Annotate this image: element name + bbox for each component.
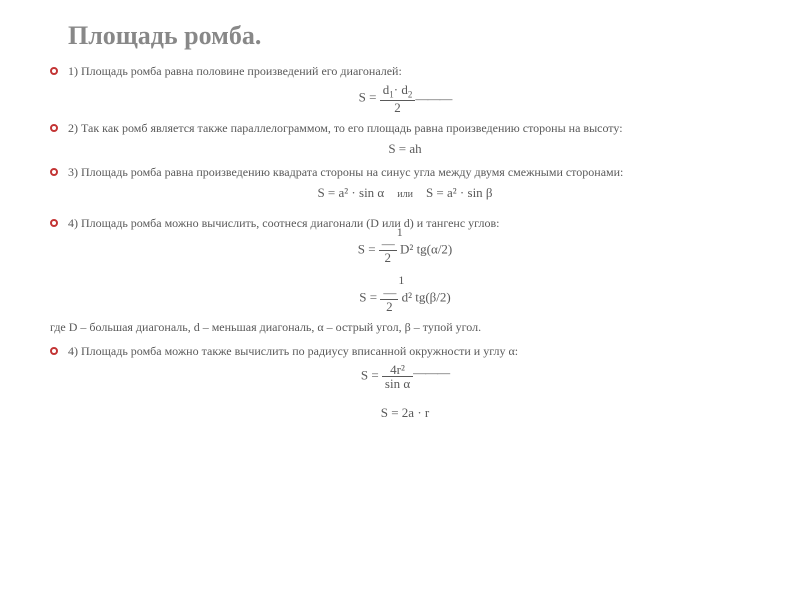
item-text: 2) Так как ромб является также параллело… bbox=[68, 121, 623, 135]
bullet-icon bbox=[50, 124, 58, 132]
list-item-1: 1) Площадь ромба равна половине произвед… bbox=[50, 63, 760, 79]
f1-frac: d1· d2 2 bbox=[380, 83, 416, 114]
f4b-dash: — bbox=[383, 286, 395, 299]
f3-or: или bbox=[397, 189, 413, 200]
f1-dash: ——— bbox=[415, 90, 451, 108]
f5-den: sin α bbox=[382, 377, 413, 390]
formula-2: S = ah bbox=[50, 140, 760, 158]
f1-sub2: 2 bbox=[408, 90, 413, 100]
item-text: 4) Площадь ромба можно вычислить, соотне… bbox=[68, 216, 499, 230]
f4b-den: 2 bbox=[380, 300, 398, 313]
list-item-5: 4) Площадь ромба можно также вычислить п… bbox=[50, 343, 760, 359]
f4b-num: 1 bbox=[398, 272, 404, 288]
f5-frac: 4r² sin α bbox=[382, 363, 413, 390]
f4a-rest: D² tg(α/2) bbox=[400, 241, 452, 256]
formula-3: S = a² · sin α или S = a² · sin β bbox=[50, 184, 760, 202]
f4b-rest: d² tg(β/2) bbox=[402, 289, 451, 304]
f5-num: 4r² bbox=[382, 363, 413, 377]
f4b-pre: S = bbox=[359, 289, 380, 304]
note-text: где D – большая диагональ, d – меньшая д… bbox=[50, 319, 760, 335]
formula-1: S = d1· d2 2 ——— bbox=[50, 83, 760, 114]
f1-dot: · d bbox=[394, 82, 408, 97]
page-title: Площадь ромба. bbox=[68, 18, 760, 53]
bullet-icon bbox=[50, 347, 58, 355]
formula-4a: S = 1 — 2 D² tg(α/2) bbox=[50, 236, 760, 265]
bullet-icon bbox=[50, 168, 58, 176]
list-item-4: 4) Площадь ромба можно вычислить, соотне… bbox=[50, 215, 760, 231]
f1-den: 2 bbox=[380, 101, 416, 114]
formula-6: S = 2a · r bbox=[50, 404, 760, 422]
f3a: S = a² · sin α bbox=[317, 185, 384, 200]
f4a-pre: S = bbox=[358, 241, 379, 256]
list-item-2: 2) Так как ромб является также параллело… bbox=[50, 120, 760, 136]
formula-4b: S = 1 — 2 d² tg(β/2) bbox=[50, 284, 760, 313]
f5-dash: ——— bbox=[413, 364, 449, 382]
bullet-icon bbox=[50, 67, 58, 75]
f4a-dash: — bbox=[382, 237, 394, 250]
item-text: 3) Площадь ромба равна произведению квад… bbox=[68, 165, 623, 179]
list-item-3: 3) Площадь ромба равна произведению квад… bbox=[50, 164, 760, 180]
bullet-icon bbox=[50, 219, 58, 227]
item-text: 1) Площадь ромба равна половине произвед… bbox=[68, 64, 402, 78]
f1-lhs: S = bbox=[359, 90, 380, 105]
item-text: 4) Площадь ромба можно также вычислить п… bbox=[68, 344, 518, 358]
f5-pre: S = bbox=[361, 367, 382, 382]
f4a-num: 1 bbox=[397, 224, 403, 240]
f3b: S = a² · sin β bbox=[426, 185, 493, 200]
f4a-den: 2 bbox=[379, 251, 397, 264]
formula-5: S = 4r² sin α ——— bbox=[50, 363, 760, 390]
